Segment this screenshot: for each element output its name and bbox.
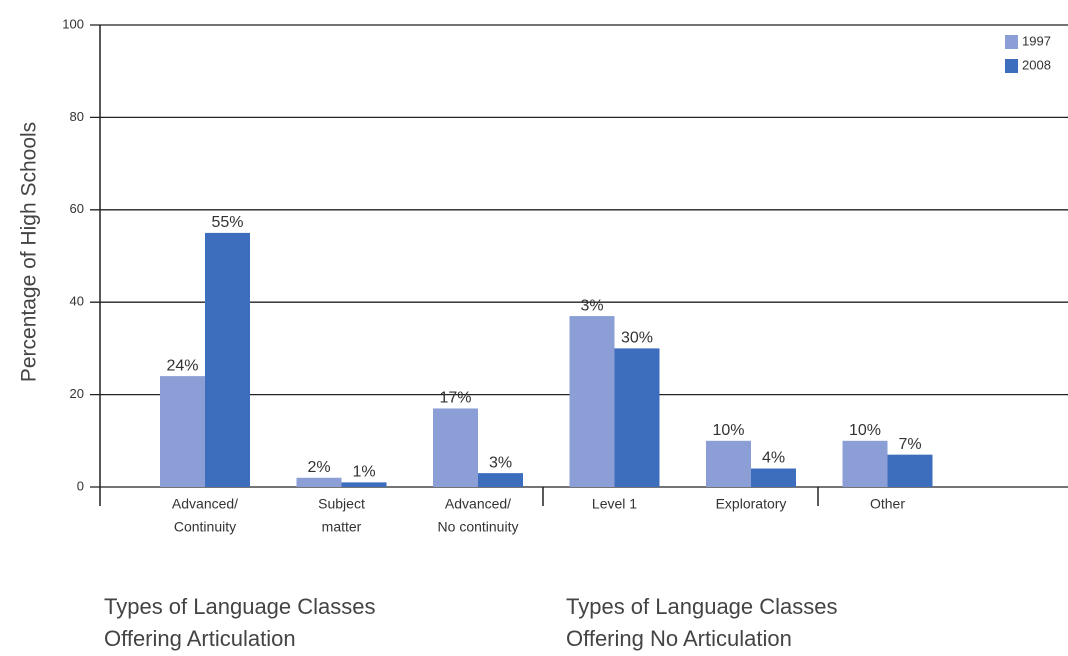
data-label: 3% xyxy=(489,454,512,471)
data-label: 55% xyxy=(211,214,243,231)
data-label: 7% xyxy=(898,436,921,453)
bar xyxy=(341,482,387,487)
data-label: 10% xyxy=(849,422,881,439)
bar xyxy=(296,477,342,487)
y-tick-label: 60 xyxy=(70,201,84,216)
legend-swatch xyxy=(1005,35,1018,49)
x-tick-label: Subject xyxy=(318,496,365,512)
x-tick-label: Exploratory xyxy=(716,496,787,512)
data-label: 10% xyxy=(712,422,744,439)
y-axis-label: Percentage of High Schools xyxy=(18,122,41,382)
x-tick-label: Advanced/ xyxy=(172,496,238,512)
data-label: 24% xyxy=(166,357,198,374)
bar xyxy=(842,440,888,487)
data-label: 2% xyxy=(307,459,330,476)
bar xyxy=(205,232,250,487)
x-tick-label: Level 1 xyxy=(592,496,637,512)
x-tick-label: Other xyxy=(870,496,905,512)
bar xyxy=(887,454,933,487)
x-tick-label: Advanced/ xyxy=(445,496,511,512)
x-tick-label: matter xyxy=(322,519,362,535)
legend-label: 2008 xyxy=(1022,57,1051,72)
bar xyxy=(751,468,796,487)
y-tick-label: 20 xyxy=(70,386,84,401)
legend-label: 1997 xyxy=(1022,33,1051,48)
bar xyxy=(614,348,660,487)
x-tick-label: Continuity xyxy=(174,519,236,535)
data-label: 30% xyxy=(621,330,653,347)
group-label: Types of Language Classes xyxy=(104,594,376,619)
data-label: 3% xyxy=(580,297,603,314)
data-label: 1% xyxy=(352,464,375,481)
bar xyxy=(706,440,751,487)
y-tick-label: 80 xyxy=(70,109,84,124)
y-tick-label: 40 xyxy=(70,294,84,309)
legend-swatch xyxy=(1005,59,1018,73)
group-label: Offering No Articulation xyxy=(566,626,792,651)
data-label: 17% xyxy=(439,390,471,407)
data-label: 4% xyxy=(762,450,785,467)
bar xyxy=(160,376,205,487)
y-tick-label: 0 xyxy=(77,478,84,493)
x-tick-label: No continuity xyxy=(438,519,519,535)
group-label: Types of Language Classes xyxy=(566,594,838,619)
group-label: Offering Articulation xyxy=(104,626,296,651)
bar xyxy=(433,408,478,487)
bar xyxy=(478,473,523,487)
y-tick-label: 100 xyxy=(62,16,84,31)
bar xyxy=(569,316,615,487)
